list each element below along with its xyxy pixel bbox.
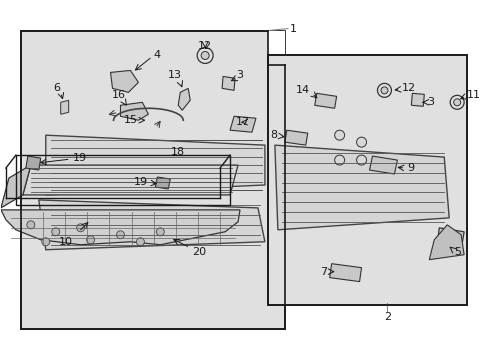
Circle shape <box>334 155 344 165</box>
Text: 8: 8 <box>270 130 277 140</box>
Text: 11: 11 <box>466 90 480 100</box>
Text: 6: 6 <box>54 84 61 93</box>
Text: 9: 9 <box>407 163 414 173</box>
Text: 13: 13 <box>168 71 182 80</box>
Polygon shape <box>229 116 255 132</box>
Circle shape <box>52 228 60 236</box>
Circle shape <box>334 130 344 140</box>
Circle shape <box>356 155 366 165</box>
Text: 20: 20 <box>192 247 206 257</box>
Bar <box>267 31 285 66</box>
Polygon shape <box>23 165 238 195</box>
Text: 3: 3 <box>427 97 433 107</box>
Circle shape <box>197 48 213 63</box>
Text: 18: 18 <box>171 147 185 157</box>
Text: 19: 19 <box>134 177 148 187</box>
Polygon shape <box>155 177 170 189</box>
Text: 14: 14 <box>295 85 309 95</box>
Text: 10: 10 <box>59 237 73 247</box>
Polygon shape <box>428 225 463 260</box>
Polygon shape <box>39 200 264 250</box>
Text: 19: 19 <box>73 153 86 163</box>
Text: 3: 3 <box>236 71 243 80</box>
Polygon shape <box>285 130 307 145</box>
Circle shape <box>77 224 84 232</box>
Circle shape <box>380 87 387 94</box>
Bar <box>267 55 466 305</box>
Text: 12: 12 <box>198 41 212 50</box>
Circle shape <box>136 238 144 246</box>
Circle shape <box>201 51 209 59</box>
Bar <box>267 55 466 305</box>
Polygon shape <box>329 264 361 282</box>
Circle shape <box>156 228 164 236</box>
Circle shape <box>377 84 390 97</box>
Polygon shape <box>1 165 31 208</box>
Polygon shape <box>314 93 336 108</box>
Text: 17: 17 <box>236 117 249 127</box>
Polygon shape <box>110 71 138 92</box>
Bar <box>21 31 285 329</box>
Text: 5: 5 <box>453 247 460 257</box>
Circle shape <box>356 137 366 147</box>
Text: 15: 15 <box>123 115 137 125</box>
Polygon shape <box>26 156 41 170</box>
Circle shape <box>27 221 35 229</box>
Circle shape <box>453 99 460 106</box>
Circle shape <box>86 236 94 244</box>
Polygon shape <box>274 145 448 230</box>
Polygon shape <box>61 100 68 114</box>
Text: 2: 2 <box>383 312 390 323</box>
Polygon shape <box>178 88 190 110</box>
Text: 4: 4 <box>153 50 160 60</box>
Circle shape <box>116 231 124 239</box>
Text: 16: 16 <box>111 90 125 100</box>
Circle shape <box>449 95 463 109</box>
Polygon shape <box>436 228 463 250</box>
Text: 12: 12 <box>401 84 415 93</box>
Polygon shape <box>1 210 240 245</box>
Polygon shape <box>222 76 235 90</box>
Circle shape <box>41 238 50 246</box>
Text: 1: 1 <box>289 24 296 33</box>
Bar <box>16 155 229 205</box>
Text: 7: 7 <box>320 267 327 276</box>
Polygon shape <box>369 156 397 174</box>
Polygon shape <box>410 93 424 106</box>
Polygon shape <box>46 135 264 195</box>
Polygon shape <box>120 102 148 120</box>
